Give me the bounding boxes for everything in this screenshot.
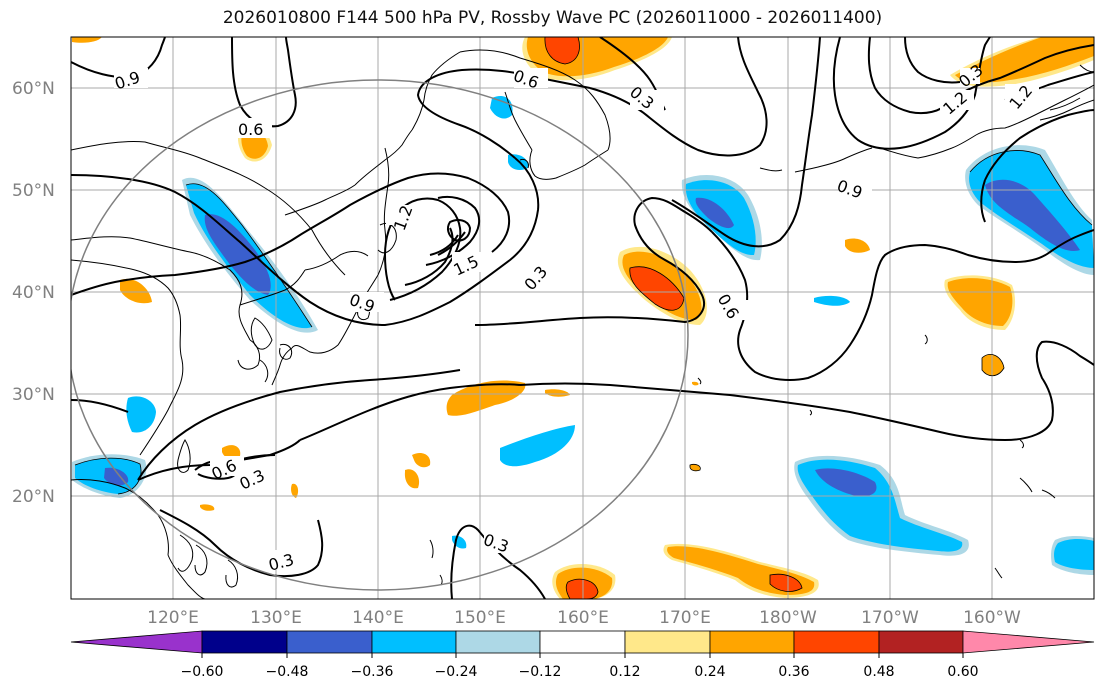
colorbar-segment [455, 630, 541, 654]
colorbar [70, 630, 1095, 654]
negative-anomaly-hawaii-region [794, 455, 1094, 575]
colorbar-label: 0.36 [778, 664, 809, 680]
negative-anomaly-west-pacific [72, 396, 575, 549]
lat-tick-label: 20°N [12, 487, 55, 507]
colorbar-segment [709, 630, 795, 654]
positive-anomaly-bering-sea [950, 37, 1094, 87]
colorbar-segment [878, 630, 964, 654]
colorbar-segment [70, 630, 203, 654]
rossby-wave-circle [71, 79, 689, 591]
map-frame [70, 36, 1095, 600]
colorbar-segment [201, 630, 288, 654]
colorbar-label: 0.24 [694, 664, 725, 680]
lon-tick-label: 170°E [659, 608, 711, 628]
lon-tick-label: 180°W [759, 608, 817, 628]
lon-tick-label: 160°W [963, 608, 1021, 628]
colorbar-segment [624, 630, 711, 654]
lat-tick-label: 50°N [12, 181, 55, 201]
colorbar-segment [539, 630, 626, 654]
lon-tick-label: 150°E [454, 608, 506, 628]
contour-label: 0.6 [238, 120, 263, 139]
colorbar-label: −0.24 [435, 664, 478, 680]
lon-tick-labels: 120°E 130°E 140°E 150°E 160°E 170°E 180°… [147, 608, 1021, 628]
lon-tick-label: 170°W [861, 608, 919, 628]
lat-tick-label: 60°N [12, 79, 55, 99]
coastlines [71, 49, 1094, 599]
map-title: 2026010800 F144 500 hPa PV, Rossby Wave … [222, 8, 883, 28]
lat-tick-label: 40°N [12, 283, 55, 303]
pv-anomaly-fills [72, 37, 1094, 599]
colorbar-segment [371, 630, 457, 654]
lat-tick-label: 30°N [12, 385, 55, 405]
positive-anomaly-various [120, 125, 1016, 599]
colorbar-segment [793, 630, 880, 654]
lon-tick-label: 120°E [147, 608, 199, 628]
colorbar-label: −0.60 [181, 664, 224, 680]
lon-tick-label: 140°E [352, 608, 404, 628]
lat-tick-labels: 60°N 50°N 40°N 30°N 20°N [12, 79, 55, 507]
anomaly-outlines [74, 37, 1093, 599]
lon-tick-label: 130°E [250, 608, 302, 628]
negative-anomaly-gulf-of-alaska [965, 145, 1094, 275]
colorbar-label: −0.12 [519, 664, 562, 680]
colorbar-segment [962, 630, 1095, 654]
colorbar-label: −0.36 [351, 664, 394, 680]
map-area: 0.9 0.6 0.6 0.3 1.2 0.9 0.3 0.9 1.2 1.5 … [71, 37, 1094, 599]
positive-anomaly-north-pacific-top [72, 37, 672, 81]
colorbar-ticks [201, 653, 964, 658]
lon-tick-label: 160°E [557, 608, 609, 628]
colorbar-label: 0.60 [947, 664, 978, 680]
colorbar-segment [286, 630, 373, 654]
negative-anomaly-central-north-pacific [490, 95, 850, 306]
colorbar-label: −0.48 [266, 664, 309, 680]
colorbar-label: 0.48 [863, 664, 894, 680]
colorbar-label: 0.12 [609, 664, 640, 680]
pv-contours [71, 37, 1094, 599]
colorbar-labels: −0.60 −0.48 −0.36 −0.24 −0.12 0.12 0.24 … [181, 664, 979, 680]
